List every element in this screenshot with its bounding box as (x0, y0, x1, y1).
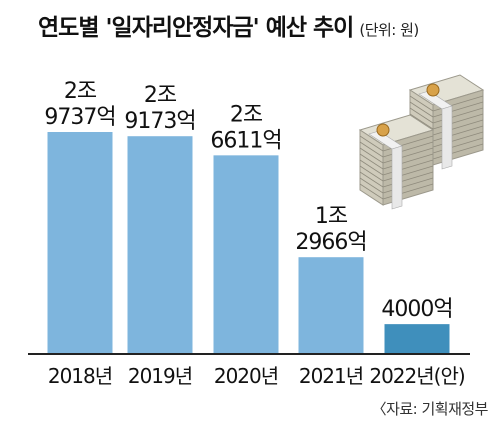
bar-5 (384, 324, 450, 354)
data-label-5-line-1: 4000억 (381, 297, 452, 322)
bars-group (47, 132, 450, 354)
money-stack-icon (358, 74, 485, 210)
data-label-3-line-2: 6611억 (210, 128, 281, 153)
data-label-2-line-2: 9173억 (124, 109, 195, 134)
x-tick-label-4: 2021년 (299, 364, 363, 388)
bar-3 (213, 155, 279, 354)
bar-2 (127, 136, 193, 354)
data-label-1-line-1: 2조 (64, 79, 97, 104)
x-tick-label-5: 2022년(안) (369, 364, 465, 388)
money-stack-front (358, 114, 435, 210)
x-tick-label-1: 2018년 (48, 364, 112, 388)
x-tick-label-3: 2020년 (214, 364, 278, 388)
data-label-1-line-2: 9737억 (44, 105, 115, 130)
x-tick-labels-group: 2018년 2019년 2020년 2021년 2022년(안) (48, 364, 466, 388)
chart-title-text: 연도별 '일자리안정자금' 예산 추이 (38, 15, 354, 41)
data-label-4-line-2: 2966억 (295, 230, 366, 255)
x-tick-label-2: 2019년 (128, 364, 192, 388)
bar-1 (47, 132, 113, 354)
bar-4 (298, 257, 364, 354)
unit-label: (단위: 원) (359, 21, 419, 39)
data-label-4-line-1: 1조 (315, 204, 348, 229)
source-note: 〈자료: 기획재정부 (371, 400, 489, 418)
data-label-2-line-1: 2조 (144, 83, 177, 108)
chart-title: 연도별 '일자리안정자금' 예산 추이 (단위: 원) (38, 8, 419, 42)
data-label-3-line-1: 2조 (230, 102, 263, 127)
